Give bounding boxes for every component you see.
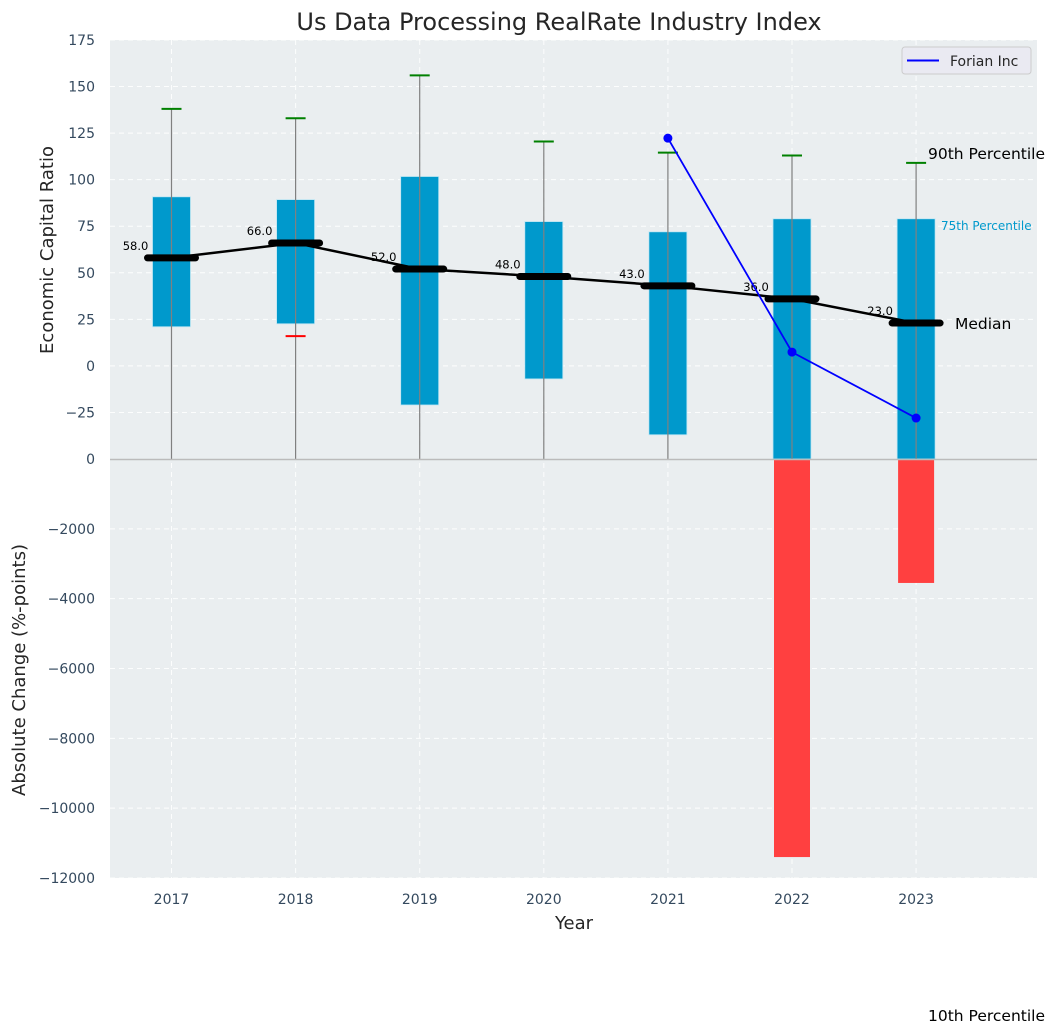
bottom-y-tick-label: −2000 bbox=[48, 522, 95, 538]
annotation-90th: 90th Percentile bbox=[928, 145, 1045, 163]
annotation-75th: 75th Percentile bbox=[941, 219, 1032, 233]
forian-point bbox=[911, 413, 921, 423]
forian-point bbox=[787, 347, 797, 357]
bottom-y-tick-label: −4000 bbox=[48, 592, 95, 608]
top-y-tick-label: 0 bbox=[86, 359, 95, 375]
top-y-tick-label: 175 bbox=[68, 33, 95, 49]
x-tick-label: 2020 bbox=[526, 892, 562, 908]
top-y-tick-label: 25 bbox=[77, 312, 95, 328]
percentile-boxes bbox=[152, 74, 936, 460]
median-value-label: 58.0 bbox=[123, 239, 149, 253]
change-bar bbox=[898, 459, 935, 583]
top-y-tick-label: 75 bbox=[77, 219, 95, 235]
x-axis-label: Year bbox=[554, 913, 594, 934]
median-value-label: 43.0 bbox=[619, 267, 645, 281]
bottom-y-tick-label: −6000 bbox=[48, 662, 95, 678]
median-value-label: 23.0 bbox=[867, 304, 893, 318]
bottom-y-tick-label: −8000 bbox=[48, 731, 95, 747]
bottom-y-axis-label: Absolute Change (%-points) bbox=[9, 544, 30, 796]
axis-ticks: 175 150 125 100 75 50 25 0 −25 0 −2000 −4000 −6000 −8… bbox=[39, 33, 934, 908]
top-y-axis-label: Economic Capital Ratio bbox=[37, 146, 58, 354]
forian-series bbox=[663, 133, 921, 423]
x-tick-label: 2017 bbox=[154, 892, 190, 908]
top-y-tick-label: 100 bbox=[68, 173, 95, 189]
chart-title: Us Data Processing RealRate Industry Ind… bbox=[296, 8, 821, 36]
forian-point bbox=[663, 133, 673, 143]
top-y-tick-label: −25 bbox=[65, 405, 95, 421]
legend: Forian Inc bbox=[901, 46, 1032, 75]
median-value-label: 36.0 bbox=[743, 280, 769, 294]
x-tick-label: 2023 bbox=[898, 892, 934, 908]
top-y-tick-label: 125 bbox=[68, 126, 95, 142]
x-tick-label: 2022 bbox=[774, 892, 810, 908]
median-value-label: 66.0 bbox=[247, 224, 273, 238]
median-value-label: 52.0 bbox=[371, 250, 397, 264]
median-value-label: 48.0 bbox=[495, 258, 521, 272]
bottom-bars bbox=[774, 459, 935, 858]
annotation-10th: 10th Percentile bbox=[928, 1007, 1045, 1025]
x-tick-label: 2018 bbox=[278, 892, 314, 908]
bottom-y-tick-label: −12000 bbox=[39, 871, 95, 887]
legend-box bbox=[901, 46, 1032, 75]
top-y-tick-label: 50 bbox=[77, 266, 95, 282]
top-y-tick-label: 150 bbox=[68, 80, 95, 96]
median-series: 58.0 66.0 52.0 48.0 43.0 36.0 23.0 bbox=[123, 224, 944, 327]
bottom-y-tick-label: −10000 bbox=[39, 801, 95, 817]
top-y-tick-label: 0 bbox=[86, 452, 95, 468]
x-tick-label: 2019 bbox=[402, 892, 438, 908]
top-plot-area bbox=[110, 40, 1037, 459]
legend-label: Forian Inc bbox=[950, 54, 1018, 70]
change-bar bbox=[774, 459, 810, 858]
annotation-median: Median bbox=[955, 315, 1011, 333]
x-tick-label: 2021 bbox=[650, 892, 686, 908]
